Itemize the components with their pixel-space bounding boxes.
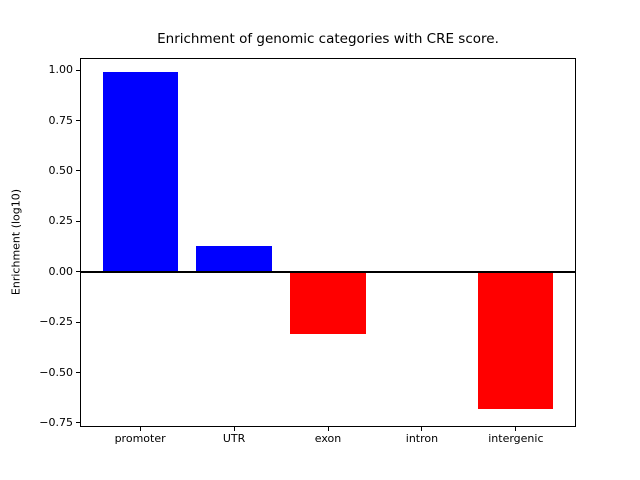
- chart-title: Enrichment of genomic categories with CR…: [157, 31, 499, 47]
- bar-exon: [290, 271, 366, 335]
- y-tick-mark: [76, 69, 80, 71]
- x-tick-label-exon: exon: [314, 432, 342, 445]
- x-tick-label-intergenic: intergenic: [488, 432, 544, 445]
- y-tick-mark: [76, 422, 80, 424]
- y-tick-mark: [76, 170, 80, 172]
- x-tick-mark: [515, 427, 517, 431]
- y-tick-label: 0.75: [48, 113, 74, 127]
- x-tick-mark: [139, 427, 141, 431]
- y-tick-mark: [76, 220, 80, 222]
- y-tick-label: 0.25: [48, 214, 74, 228]
- y-tick-label: 0.00: [48, 264, 74, 278]
- zero-baseline: [80, 270, 576, 273]
- y-tick-label: 1.00: [48, 63, 74, 77]
- y-tick-mark: [76, 271, 80, 273]
- y-tick-mark: [76, 372, 80, 374]
- bar-promoter: [102, 72, 178, 272]
- x-tick-mark: [233, 427, 235, 431]
- x-tick-mark: [421, 427, 423, 431]
- y-tick-label: −0.50: [39, 365, 73, 379]
- y-tick-label: −0.25: [39, 315, 73, 329]
- y-tick-label: 0.50: [48, 163, 74, 177]
- y-axis-label: Enrichment (log10): [9, 188, 23, 296]
- y-tick-mark: [76, 321, 80, 323]
- x-tick-mark: [327, 427, 329, 431]
- y-tick-mark: [76, 120, 80, 121]
- y-tick-label: −0.75: [39, 415, 73, 429]
- bar-intergenic: [478, 271, 554, 409]
- x-tick-label-intron: intron: [405, 432, 439, 445]
- x-tick-label-UTR: UTR: [222, 432, 246, 445]
- bar-UTR: [196, 245, 272, 272]
- x-tick-label-promoter: promoter: [114, 432, 166, 445]
